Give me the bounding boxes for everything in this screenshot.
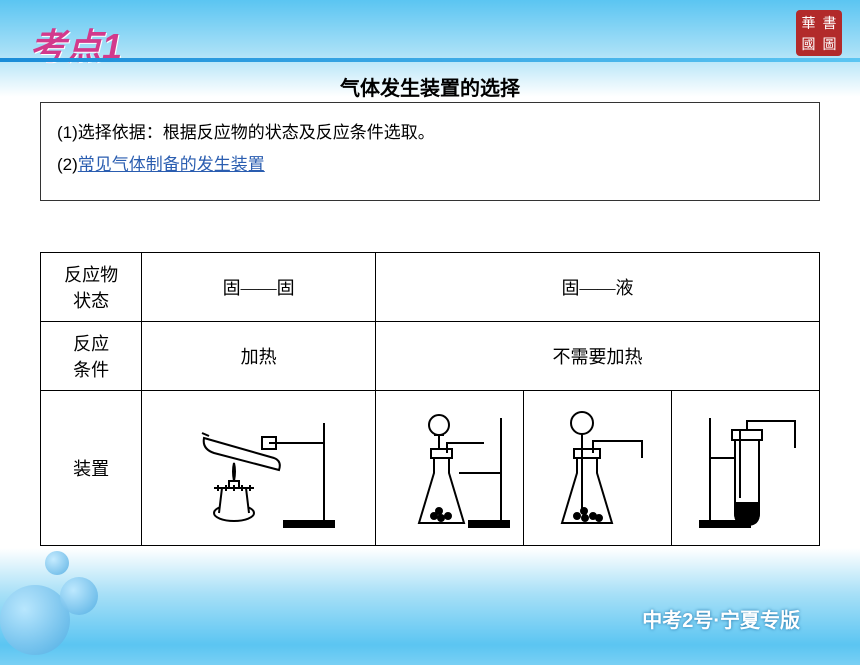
- bubble-icon: [45, 551, 69, 575]
- apparatus-flask-sepfunnel: [375, 391, 523, 546]
- bubble-icon: [60, 577, 98, 615]
- box-line-2: (2)常见气体制备的发生装置: [57, 149, 803, 181]
- stamp-char: 國: [802, 34, 816, 54]
- header-band: 考点1 華 書 國 圖: [0, 0, 860, 60]
- apparatus-flask-thistle: [523, 391, 671, 546]
- row-label-condition: 反应 条件: [41, 322, 142, 391]
- stamp-char: 圖: [823, 34, 837, 54]
- footer-label: 中考2号·宁夏专版: [642, 604, 800, 633]
- cell-solid-liquid: 固——液: [375, 253, 819, 322]
- stamp-char: 華: [802, 13, 816, 33]
- decorative-bubbles: [0, 505, 140, 665]
- box-line-2-link[interactable]: 常见气体制备的发生装置: [78, 155, 265, 174]
- kaodian-label: 考点1: [30, 18, 122, 70]
- stamp-char: 書: [823, 13, 837, 33]
- cell-solid-solid: 固——固: [142, 253, 376, 322]
- content-box: (1)选择依据：根据反应物的状态及反应条件选取。 (2)常见气体制备的发生装置: [40, 102, 820, 201]
- header-underline: [0, 58, 860, 62]
- box-line-2-prefix: (2): [57, 155, 78, 174]
- apparatus-testtube-stand: [671, 391, 819, 546]
- stamp-seal: 華 書 國 圖: [796, 10, 842, 56]
- row-label-state: 反应物 状态: [41, 253, 142, 322]
- cell-no-heat: 不需要加热: [375, 322, 819, 391]
- section-title: 气体发生装置的选择: [0, 72, 860, 101]
- cell-heat: 加热: [142, 322, 376, 391]
- apparatus-solid-solid-heat: [142, 391, 376, 546]
- box-line-1: (1)选择依据：根据反应物的状态及反应条件选取。: [57, 117, 803, 149]
- apparatus-table: 反应物 状态 固——固 固——液 反应 条件 加热 不需要加热 装置: [40, 252, 820, 546]
